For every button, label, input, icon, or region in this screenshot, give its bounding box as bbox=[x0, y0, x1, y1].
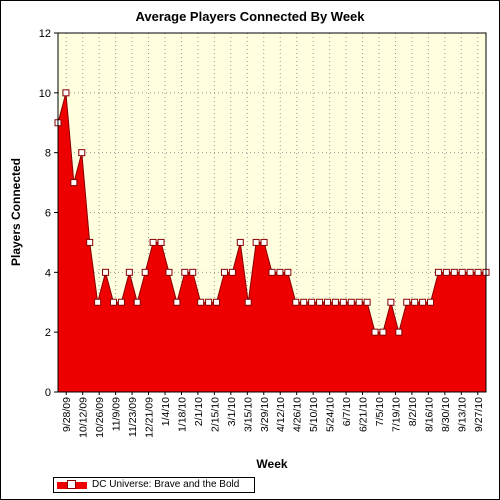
x-tick-label: 10/12/09 bbox=[78, 397, 90, 438]
data-point bbox=[260, 238, 268, 246]
chart-title: Average Players Connected By Week bbox=[135, 9, 365, 24]
data-point bbox=[308, 298, 316, 306]
data-point bbox=[419, 298, 427, 306]
y-tick-label: 8 bbox=[45, 148, 51, 160]
data-point bbox=[252, 238, 260, 246]
x-tick-label: 9/28/09 bbox=[61, 397, 73, 432]
data-point bbox=[117, 298, 125, 306]
data-point bbox=[292, 298, 300, 306]
data-point bbox=[316, 298, 324, 306]
data-point bbox=[149, 238, 157, 246]
data-point bbox=[300, 298, 308, 306]
data-point bbox=[347, 298, 355, 306]
x-tick-label: 4/12/10 bbox=[275, 397, 287, 432]
data-point bbox=[220, 268, 228, 276]
data-point bbox=[141, 268, 149, 276]
x-tick-label: 9/27/10 bbox=[473, 397, 485, 432]
data-point bbox=[355, 298, 363, 306]
x-tick-label: 1/18/10 bbox=[176, 397, 188, 432]
data-point bbox=[205, 298, 213, 306]
data-point bbox=[339, 298, 347, 306]
legend-label: DC Universe: Brave and the Bold bbox=[92, 479, 240, 490]
data-point bbox=[434, 268, 442, 276]
data-point bbox=[244, 298, 252, 306]
data-point bbox=[268, 268, 276, 276]
x-tick-label: 8/2/10 bbox=[407, 397, 419, 426]
data-point bbox=[284, 268, 292, 276]
data-point bbox=[102, 268, 110, 276]
data-point bbox=[387, 298, 395, 306]
x-tick-label: 11/23/09 bbox=[127, 397, 139, 437]
data-point bbox=[133, 298, 141, 306]
x-tick-label: 2/1/10 bbox=[193, 397, 205, 426]
data-point bbox=[94, 298, 102, 306]
data-point bbox=[427, 298, 435, 306]
x-tick-label: 5/10/10 bbox=[308, 397, 320, 432]
legend-marker bbox=[67, 480, 76, 489]
x-tick-label: 10/26/09 bbox=[94, 397, 106, 438]
data-point bbox=[197, 298, 205, 306]
data-point bbox=[331, 298, 339, 306]
data-point bbox=[78, 149, 86, 157]
x-tick-label: 7/5/10 bbox=[374, 397, 386, 426]
data-point bbox=[363, 298, 371, 306]
data-point bbox=[395, 328, 403, 336]
data-point bbox=[109, 298, 117, 306]
data-point bbox=[450, 268, 458, 276]
data-point bbox=[62, 89, 70, 97]
data-point bbox=[189, 268, 197, 276]
x-tick-label: 3/1/10 bbox=[226, 397, 238, 426]
data-point bbox=[236, 238, 244, 246]
data-point bbox=[181, 268, 189, 276]
data-point bbox=[411, 298, 419, 306]
data-point bbox=[70, 179, 78, 187]
x-tick-label: 11/9/09 bbox=[111, 397, 123, 431]
data-point bbox=[173, 298, 181, 306]
x-tick-label: 12/21/09 bbox=[144, 397, 156, 438]
x-axis-label: Week bbox=[256, 457, 288, 471]
series-area bbox=[58, 92, 486, 392]
legend: DC Universe: Brave and the Bold bbox=[53, 477, 255, 493]
data-point bbox=[379, 328, 387, 336]
x-tick-label: 1/4/10 bbox=[160, 397, 172, 426]
x-tick-label: 4/26/10 bbox=[292, 397, 304, 432]
y-tick-label: 0 bbox=[45, 387, 51, 399]
y-tick-label: 6 bbox=[45, 208, 51, 220]
data-point bbox=[213, 298, 221, 306]
data-point bbox=[371, 328, 379, 336]
x-tick-label: 8/16/10 bbox=[423, 397, 435, 432]
y-tick-label: 12 bbox=[39, 28, 51, 40]
x-tick-label: 3/15/10 bbox=[242, 397, 254, 432]
y-tick-label: 2 bbox=[45, 327, 51, 339]
y-tick-label: 4 bbox=[45, 267, 51, 279]
data-point bbox=[165, 268, 173, 276]
data-point bbox=[86, 238, 94, 246]
data-point bbox=[442, 268, 450, 276]
x-tick-label: 7/19/10 bbox=[390, 397, 402, 432]
data-point bbox=[125, 268, 133, 276]
x-tick-label: 2/15/10 bbox=[209, 397, 221, 432]
data-point bbox=[403, 298, 411, 306]
data-point bbox=[466, 268, 474, 276]
data-point bbox=[157, 238, 165, 246]
data-point bbox=[474, 268, 482, 276]
data-point bbox=[228, 268, 236, 276]
y-tick-label: 10 bbox=[39, 88, 51, 100]
x-tick-label: 5/24/10 bbox=[325, 397, 337, 432]
x-tick-label: 9/13/10 bbox=[456, 397, 468, 432]
data-point bbox=[458, 268, 466, 276]
x-tick-label: 6/7/10 bbox=[341, 397, 353, 426]
x-tick-label: 6/21/10 bbox=[358, 397, 370, 432]
x-tick-label: 3/29/10 bbox=[259, 397, 271, 432]
x-tick-label: 8/30/10 bbox=[440, 397, 452, 432]
data-point bbox=[323, 298, 331, 306]
data-point bbox=[276, 268, 284, 276]
